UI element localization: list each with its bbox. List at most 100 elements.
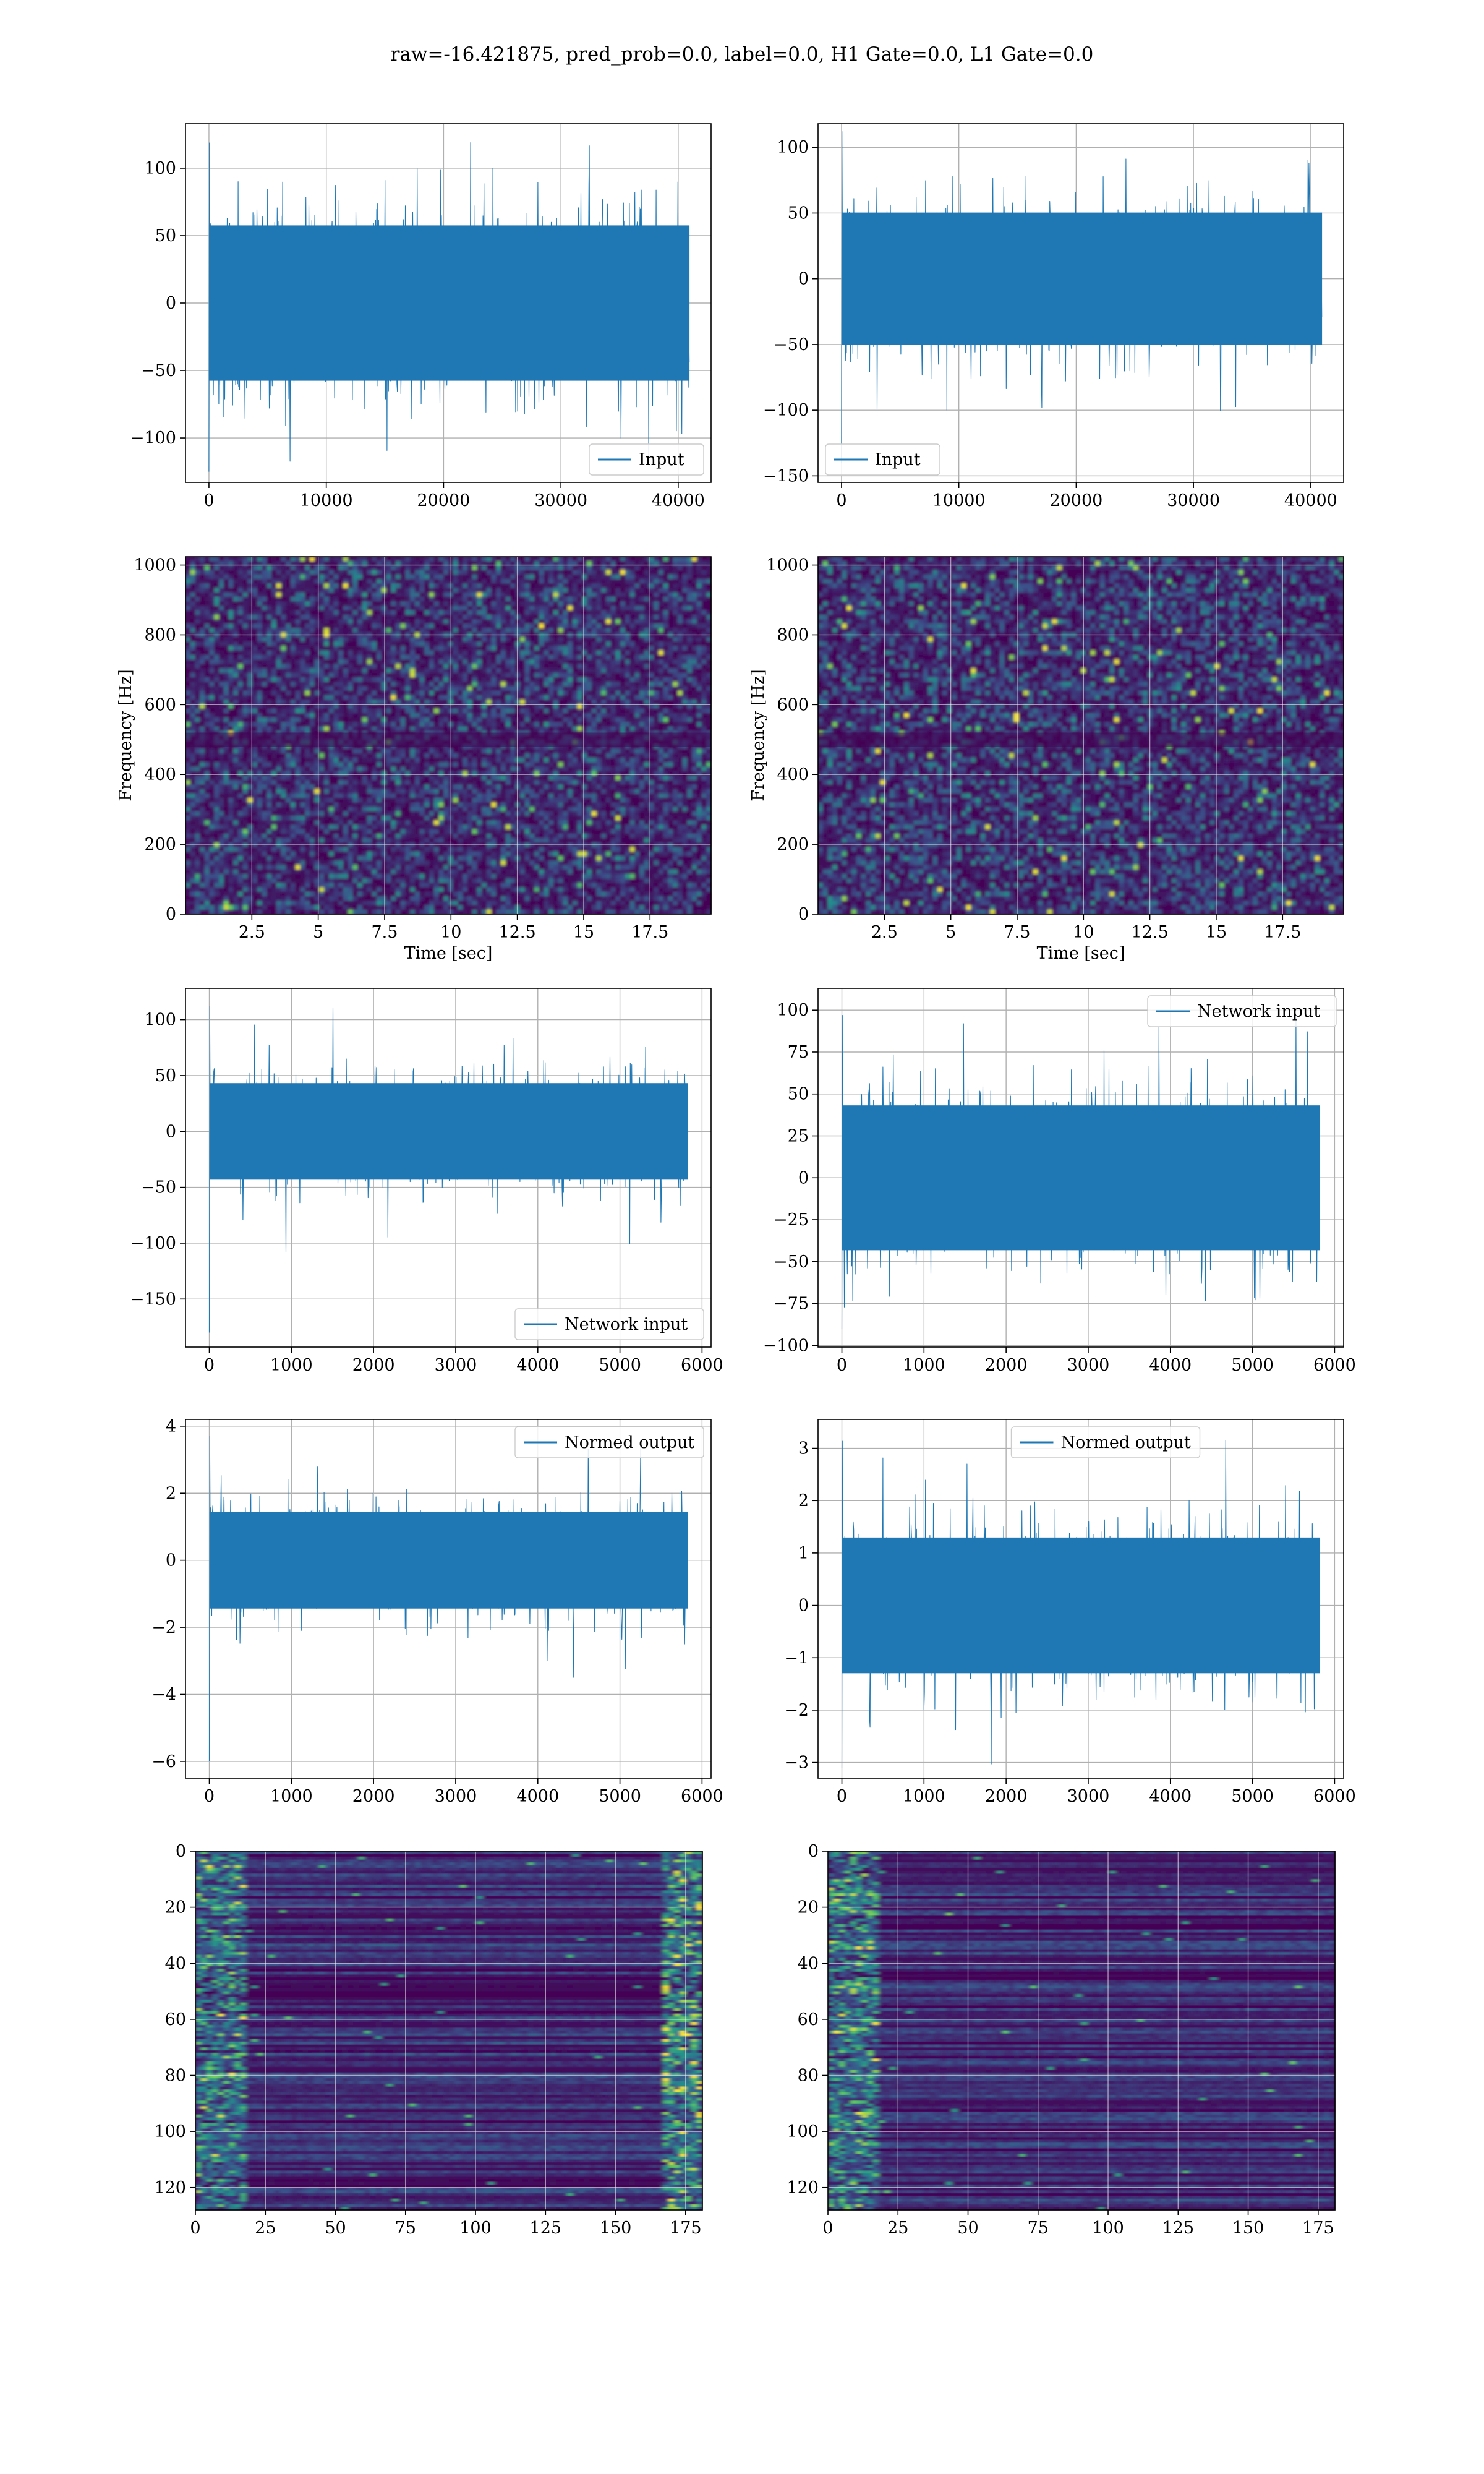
y-tick-label: 120 (787, 2178, 819, 2198)
y-tick-label: 50 (788, 203, 809, 223)
y-tick-label: 100 (777, 1001, 809, 1020)
x-tick-label: 2000 (985, 1787, 1028, 1806)
y-tick-label: 0 (166, 1122, 176, 1141)
x-tick-label: 10 (1073, 923, 1094, 942)
x-tick-label: 4000 (1149, 1356, 1192, 1375)
x-tick-label: 2000 (352, 1356, 395, 1375)
x-tick-label: 5 (945, 923, 956, 942)
chart-r4c1: 0 1000 2000 3000 4000 5000 6000−6−4−2024Normed… (151, 1417, 723, 1806)
chart-r1c2: 0 10000 20000 30000 40000−150−100−50050100In… (763, 124, 1344, 510)
y-tick-label: 0 (166, 294, 176, 313)
y-tick-label: 800 (144, 625, 176, 644)
x-tick-label: 5000 (1231, 1356, 1274, 1375)
y-tick-label: 50 (155, 226, 176, 246)
x-tick-label: 2000 (985, 1356, 1028, 1375)
y-tick-label: 0 (798, 1168, 809, 1188)
x-tick-label: 10 (440, 923, 461, 942)
x-tick-label: 25 (255, 2219, 276, 2238)
y-tick-label: −50 (141, 361, 176, 380)
y-tick-label: −50 (774, 335, 809, 354)
x-tick-label: 0 (822, 2219, 833, 2238)
x-tick-label: 5000 (599, 1787, 641, 1806)
y-tick-label: 1 (798, 1544, 809, 1563)
y-tick-label: 100 (777, 138, 809, 157)
x-tick-label: 3000 (1067, 1787, 1110, 1806)
x-tick-label: 0 (837, 1356, 847, 1375)
y-tick-label: 20 (798, 1898, 819, 1917)
x-tick-label: 6000 (1313, 1787, 1356, 1806)
x-tick-label: 5000 (1231, 1787, 1274, 1806)
y-tick-label: −2 (151, 1618, 176, 1637)
y-tick-label: 2 (166, 1484, 176, 1503)
y-tick-label: 60 (798, 2010, 819, 2029)
y-tick-label: −6 (151, 1752, 176, 1771)
y-tick-label: 120 (154, 2178, 186, 2198)
series-dense-band (209, 225, 689, 380)
x-tick-label: 4000 (516, 1787, 559, 1806)
y-tick-label: 200 (777, 835, 809, 854)
y-tick-label: 600 (777, 695, 809, 714)
y-tick-label: 0 (166, 1551, 176, 1570)
y-tick-label: 80 (165, 2066, 186, 2086)
x-tick-label: 0 (204, 1356, 215, 1375)
y-tick-label: 50 (155, 1066, 176, 1085)
x-axis-label: Time [sec] (404, 944, 493, 963)
dark-band (186, 732, 711, 747)
y-tick-label: −150 (763, 466, 809, 486)
x-tick-label: 1000 (270, 1787, 313, 1806)
x-tick-label: 6000 (681, 1356, 723, 1375)
y-tick-label: −75 (774, 1295, 809, 1314)
y-tick-label: 0 (808, 1842, 819, 1861)
y-tick-label: 0 (798, 1596, 809, 1616)
x-tick-label: 5000 (599, 1356, 641, 1375)
x-tick-label: 4000 (516, 1356, 559, 1375)
legend: Normed output (1012, 1427, 1200, 1458)
y-tick-label: −1 (784, 1648, 809, 1667)
series-dense-band (210, 1512, 688, 1609)
spectrogram-cells (818, 557, 1344, 915)
y-tick-label: −3 (784, 1753, 809, 1773)
chart-r2c1: 2.5 5 7.5 10 12.5 15 17.502004006008001000Time… (116, 556, 712, 963)
x-tick-label: 50 (957, 2219, 978, 2238)
y-tick-label: 100 (144, 1011, 176, 1030)
x-tick-label: 125 (1162, 2219, 1195, 2238)
y-tick-label: 3 (798, 1439, 809, 1458)
legend-label: Input (639, 450, 684, 469)
x-tick-label: 7.5 (371, 923, 398, 942)
x-tick-label: 2000 (352, 1787, 395, 1806)
x-tick-label: 0 (190, 2219, 200, 2238)
heatmap-image (828, 1851, 1336, 2211)
legend: Input (825, 444, 940, 475)
x-tick-label: 100 (1092, 2219, 1124, 2238)
y-tick-label: 0 (166, 905, 176, 924)
y-tick-label: 1000 (134, 556, 176, 575)
y-tick-label: 4 (166, 1417, 176, 1436)
x-tick-label: 150 (1232, 2219, 1264, 2238)
dark-band (818, 732, 1344, 747)
x-tick-label: 40000 (652, 491, 705, 510)
x-tick-label: 3000 (1067, 1356, 1110, 1375)
series-dense-band (210, 1083, 688, 1179)
y-tick-label: 80 (798, 2066, 819, 2086)
x-tick-label: 25 (887, 2219, 908, 2238)
x-tick-label: 20000 (417, 491, 470, 510)
y-tick-label: 800 (777, 625, 809, 644)
x-tick-label: 75 (395, 2219, 416, 2238)
heatmap-cells (828, 1851, 1336, 2211)
y-tick-label: 60 (165, 2010, 186, 2029)
y-tick-label: 0 (798, 905, 809, 924)
legend-label: Normed output (565, 1433, 694, 1452)
legend-label: Input (875, 450, 921, 469)
y-tick-label: 400 (777, 765, 809, 784)
y-tick-label: 600 (144, 695, 176, 714)
x-tick-label: 30000 (534, 491, 587, 510)
heatmap-image (195, 1851, 703, 2211)
legend: Network input (1148, 996, 1336, 1027)
x-tick-label: 0 (837, 1787, 847, 1806)
y-tick-label: −150 (130, 1290, 176, 1309)
y-axis-label: Frequency [Hz] (116, 669, 135, 801)
legend-label: Network input (565, 1315, 688, 1334)
x-tick-label: 10000 (932, 491, 986, 510)
